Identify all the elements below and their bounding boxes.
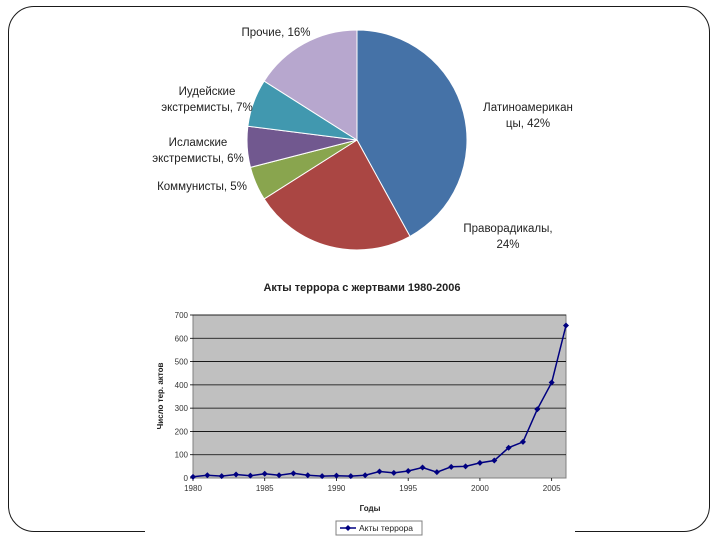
y-tick-label: 700 <box>175 311 189 320</box>
data-point <box>204 472 211 479</box>
pie-slice-label: Иудейские экстремисты, 7% <box>161 86 252 114</box>
x-tick-label: 1995 <box>399 484 417 493</box>
data-point <box>448 463 455 470</box>
legend-box <box>335 520 423 536</box>
data-point <box>233 471 240 478</box>
data-point <box>563 322 569 329</box>
data-point <box>290 470 297 477</box>
pie-slice-label: Праворадикалы, 24% <box>463 223 552 251</box>
y-tick-label: 500 <box>175 358 189 367</box>
x-tick-label: 2005 <box>543 484 561 493</box>
y-tick-label: 600 <box>175 334 189 343</box>
y-tick-label: 400 <box>175 381 189 390</box>
x-tick-label: 1985 <box>256 484 274 493</box>
x-tick-label: 2000 <box>471 484 489 493</box>
x-tick-label: 1980 <box>184 484 202 493</box>
data-point <box>519 438 526 445</box>
x-tick-label: 1990 <box>328 484 346 493</box>
y-tick-label: 200 <box>175 427 189 436</box>
plot-area <box>192 314 567 479</box>
data-point <box>476 459 483 466</box>
y-axis-label: Число тер. актов <box>156 362 165 429</box>
data-point <box>419 464 426 471</box>
line-chart-title: Акты террора с жертвами 1980-2006 <box>263 282 460 294</box>
pie-chart <box>246 29 468 251</box>
data-point <box>548 379 555 386</box>
data-point <box>462 463 469 470</box>
legend-label: Акты террора <box>359 523 413 533</box>
data-point <box>505 444 512 451</box>
legend-marker <box>345 525 351 531</box>
data-point <box>190 473 196 480</box>
data-point <box>247 472 254 479</box>
pie-slice <box>263 29 358 141</box>
pie-slice <box>356 29 468 238</box>
pie-slice-label: Коммунисты, 5% <box>157 181 247 193</box>
data-point <box>534 406 541 413</box>
data-point <box>304 472 311 479</box>
data-point <box>362 472 369 479</box>
pie-slice-label: Исламские экстремисты, 6% <box>152 137 243 165</box>
data-point <box>347 473 354 480</box>
data-point <box>405 468 412 475</box>
pie-slice <box>263 139 411 251</box>
data-point <box>218 473 225 480</box>
data-point <box>491 457 498 464</box>
data-point <box>390 469 397 476</box>
y-tick-label: 0 <box>184 474 189 483</box>
data-point <box>261 470 268 477</box>
y-tick-label: 100 <box>175 451 189 460</box>
pie-slice-label: Прочие, 16% <box>241 27 310 39</box>
line-chart: 0 100 200 300 400 500 600 700 1980 1985 1990 1995 20… <box>175 311 569 493</box>
pie-slice-label: Латиноамерикан цы, 42% <box>483 102 573 130</box>
pie-labels: Латиноамерикан цы, 42% Праворадикалы, 24% Ко… <box>152 27 573 251</box>
data-point <box>433 469 440 476</box>
data-point <box>333 472 340 479</box>
y-tick-label: 300 <box>175 404 189 413</box>
data-point <box>376 468 383 475</box>
data-point <box>276 472 283 479</box>
data-point <box>319 473 326 480</box>
legend: Акты террора <box>335 520 423 536</box>
x-axis-label: Годы <box>360 504 381 513</box>
